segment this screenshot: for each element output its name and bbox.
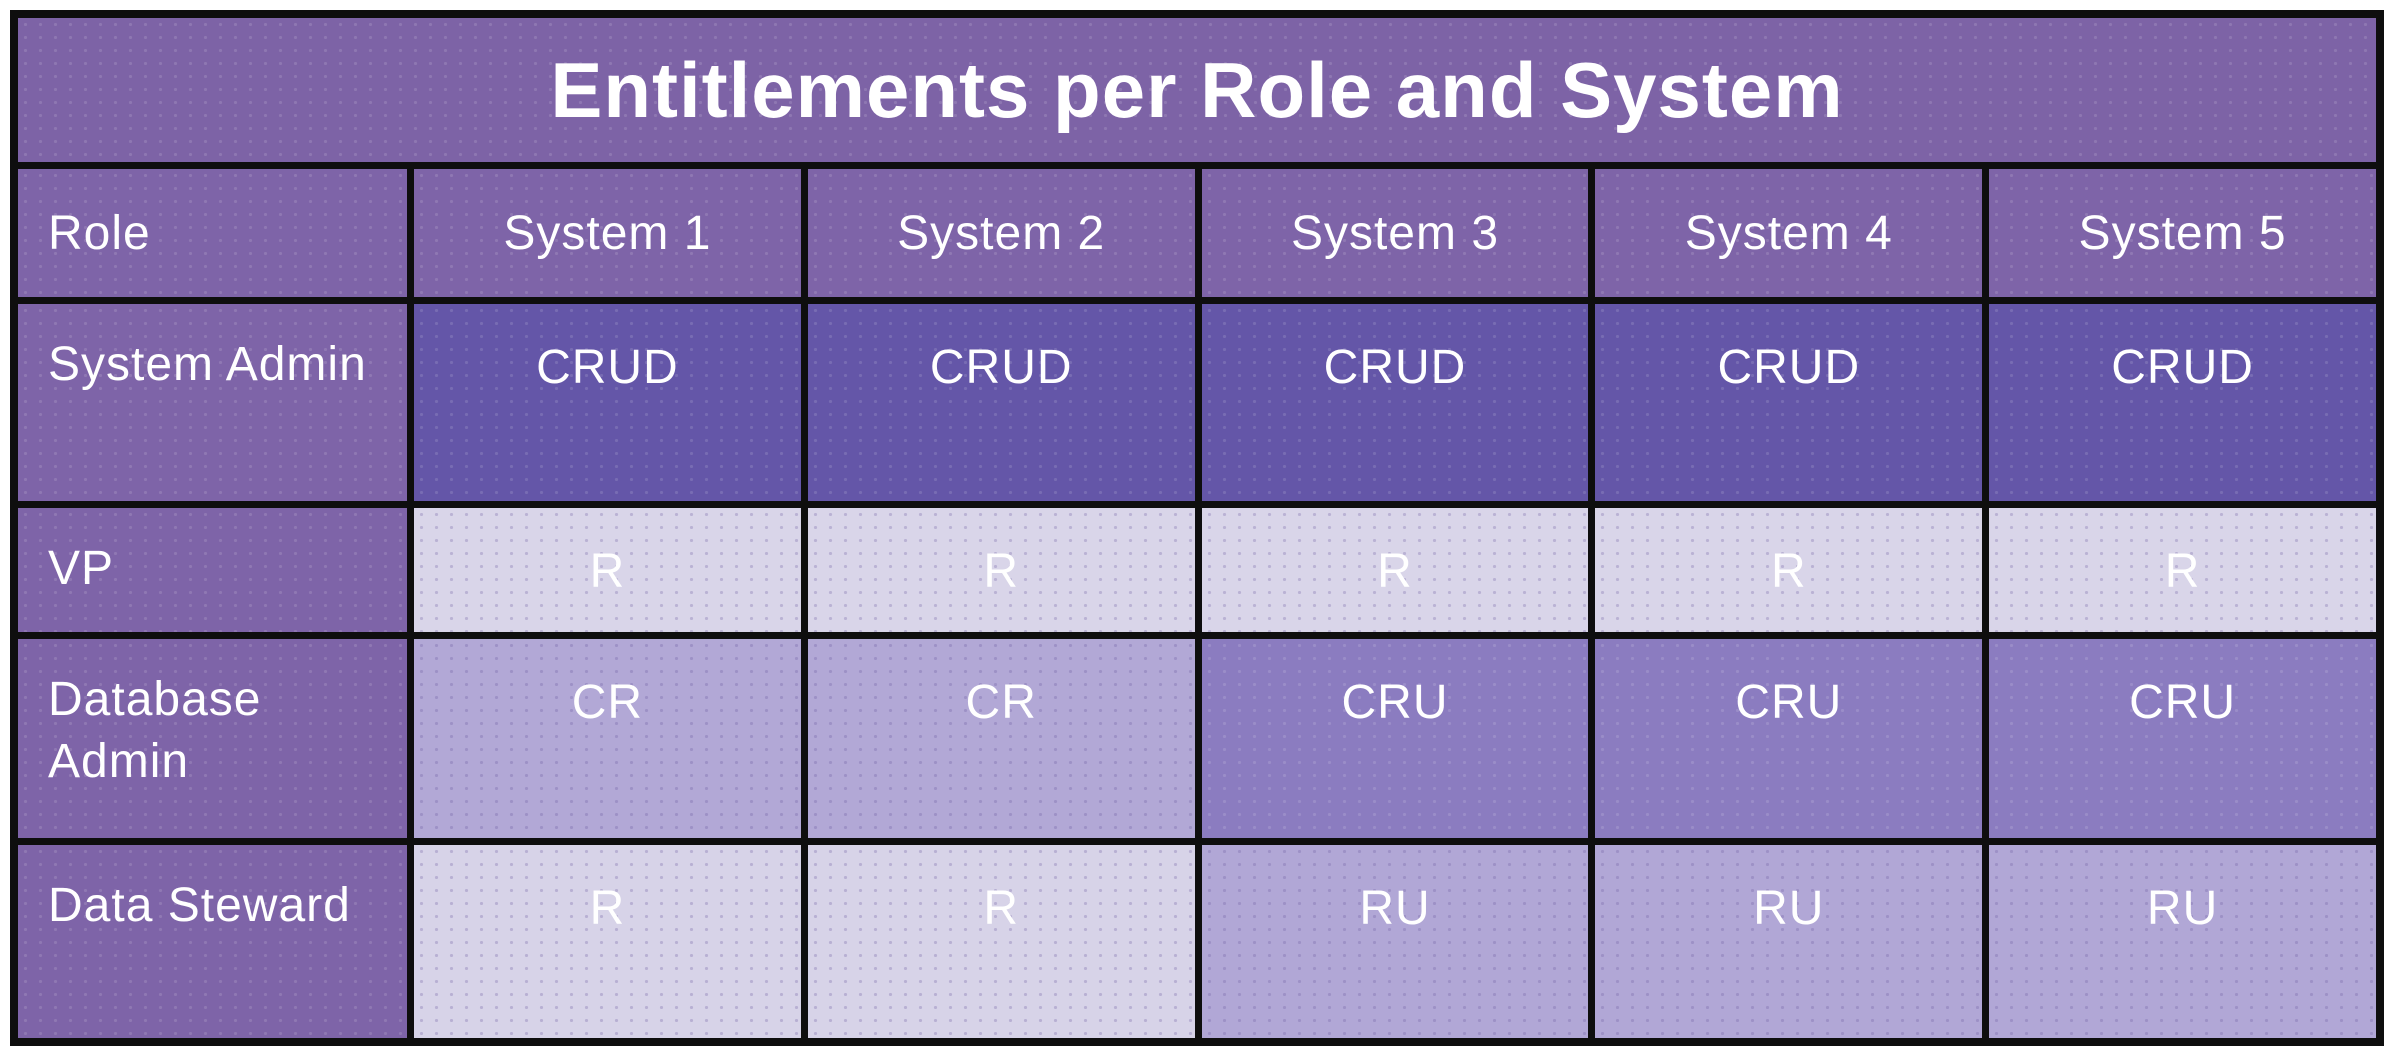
col-header-system-1: System 1: [414, 169, 801, 297]
col-header-system-3: System 3: [1201, 169, 1589, 297]
col-header-system-2: System 2: [807, 169, 1195, 297]
cell-vp-system-4: R: [1595, 508, 1983, 632]
cell-database-admin-system-5: CRU: [1989, 639, 2376, 838]
cell-data-steward-system-5: RU: [1989, 845, 2376, 1038]
col-header-role: Role: [18, 169, 407, 297]
cell-database-admin-system-3: CRU: [1201, 639, 1589, 838]
table-title: Entitlements per Role and System: [18, 18, 2376, 162]
entitlements-table: Entitlements per Role and System Role Sy…: [10, 10, 2384, 1046]
cell-data-steward-system-1: R: [414, 845, 801, 1038]
row-label-vp: VP: [18, 508, 407, 632]
cell-database-admin-system-2: CR: [807, 639, 1195, 838]
cell-vp-system-1: R: [414, 508, 801, 632]
cell-system-admin-system-2: CRUD: [807, 304, 1195, 501]
cell-vp-system-3: R: [1201, 508, 1589, 632]
cell-database-admin-system-1: CR: [414, 639, 801, 838]
cell-data-steward-system-3: RU: [1201, 845, 1589, 1038]
cell-data-steward-system-4: RU: [1595, 845, 1983, 1038]
cell-system-admin-system-3: CRUD: [1201, 304, 1589, 501]
cell-data-steward-system-2: R: [807, 845, 1195, 1038]
col-header-system-5: System 5: [1989, 169, 2376, 297]
cell-vp-system-5: R: [1989, 508, 2376, 632]
cell-vp-system-2: R: [807, 508, 1195, 632]
cell-database-admin-system-4: CRU: [1595, 639, 1983, 838]
col-header-system-4: System 4: [1595, 169, 1983, 297]
row-label-data-steward: Data Steward: [18, 845, 407, 1038]
cell-system-admin-system-1: CRUD: [414, 304, 801, 501]
row-label-system-admin: System Admin: [18, 304, 407, 501]
cell-system-admin-system-5: CRUD: [1989, 304, 2376, 501]
row-label-database-admin: Database Admin: [18, 639, 407, 838]
cell-system-admin-system-4: CRUD: [1595, 304, 1983, 501]
